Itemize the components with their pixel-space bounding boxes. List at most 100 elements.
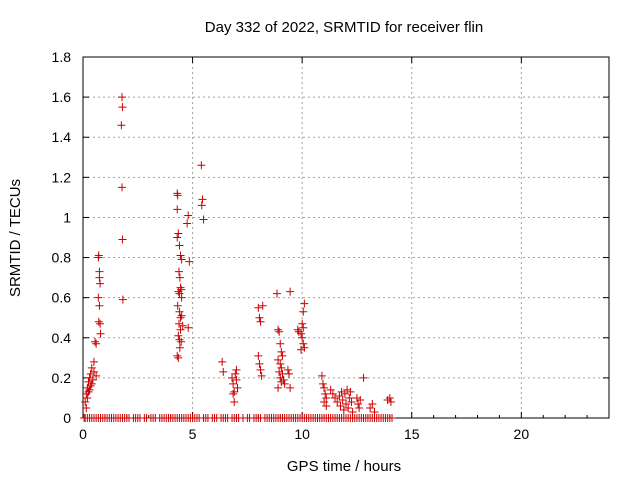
- data-point: [174, 353, 183, 362]
- data-point: [174, 229, 183, 238]
- data-point: [184, 211, 193, 220]
- data-point: [339, 405, 348, 414]
- data-point: [173, 351, 182, 360]
- y-tick-label: 1.4: [52, 129, 72, 145]
- data-point: [320, 383, 329, 392]
- data-point: [328, 389, 337, 398]
- x-axis-label: GPS time / hours: [287, 458, 401, 475]
- data-point: [297, 329, 306, 338]
- data-point: [118, 235, 127, 244]
- data-point: [174, 267, 183, 276]
- data-point: [322, 393, 331, 402]
- data-point: [254, 303, 263, 312]
- data-point: [175, 335, 184, 344]
- data-point: [277, 347, 286, 356]
- x-tick-label: 20: [514, 426, 530, 442]
- data-point: [81, 397, 90, 406]
- y-tick-label: 0.2: [52, 370, 72, 386]
- data-point: [299, 339, 308, 348]
- data-point: [185, 257, 194, 266]
- data-point: [388, 414, 397, 422]
- data-point: [229, 389, 238, 398]
- data-point: [275, 327, 284, 336]
- data-point: [355, 403, 364, 412]
- data-point: [276, 339, 285, 348]
- y-tick-label: 1: [63, 209, 71, 225]
- data-point: [286, 287, 295, 296]
- data-point: [317, 371, 326, 380]
- data-point: [173, 233, 182, 242]
- data-point: [86, 381, 95, 390]
- data-point: [331, 393, 340, 402]
- data-point: [320, 397, 329, 406]
- data-point: [197, 161, 206, 170]
- data-point: [274, 383, 283, 392]
- y-tick-label: 0.4: [52, 330, 72, 346]
- data-point: [89, 357, 98, 366]
- data-point: [368, 399, 377, 408]
- data-point: [298, 319, 307, 328]
- data-point: [174, 287, 183, 296]
- y-tick-label: 1.2: [52, 169, 72, 185]
- data-point: [321, 389, 330, 398]
- data-point: [345, 393, 354, 402]
- data-point: [84, 377, 93, 386]
- x-tick-label: 5: [189, 426, 197, 442]
- data-point: [85, 373, 94, 382]
- data-point: [297, 345, 306, 354]
- data-point: [174, 331, 183, 340]
- data-point: [346, 387, 355, 396]
- data-point: [85, 385, 94, 394]
- data-point: [176, 325, 185, 334]
- data-point: [232, 375, 241, 384]
- data-point: [94, 293, 103, 302]
- data-point: [356, 395, 365, 404]
- y-tick-label: 0.8: [52, 250, 72, 266]
- data-point: [94, 251, 103, 260]
- data-point: [175, 289, 184, 298]
- points-layer: [80, 93, 397, 422]
- data-point: [258, 301, 267, 310]
- data-point: [94, 317, 103, 326]
- data-point: [359, 373, 368, 382]
- x-tick-label: 10: [294, 426, 310, 442]
- data-point: [87, 379, 96, 388]
- data-point: [197, 201, 206, 210]
- data-point: [198, 195, 207, 204]
- data-point: [385, 393, 394, 402]
- data-point: [117, 121, 126, 130]
- y-axis-label: SRMTID / TECUs: [7, 179, 24, 297]
- data-point: [256, 317, 265, 326]
- data-point: [173, 191, 182, 200]
- data-point: [118, 183, 127, 192]
- data-point: [230, 397, 239, 406]
- data-point: [257, 371, 266, 380]
- data-point: [89, 367, 98, 376]
- data-point: [344, 403, 353, 412]
- data-point: [175, 241, 184, 250]
- data-point: [386, 397, 395, 406]
- data-point: [177, 293, 186, 302]
- data-point: [218, 357, 227, 366]
- data-point: [174, 319, 183, 328]
- data-point: [336, 401, 345, 410]
- data-point: [88, 375, 97, 384]
- data-point: [354, 399, 363, 408]
- data-point: [256, 365, 265, 374]
- data-point: [91, 337, 100, 346]
- chart-title: Day 332 of 2022, SRMTID for receiver fli…: [205, 19, 483, 36]
- data-point: [293, 325, 302, 334]
- data-point: [272, 289, 281, 298]
- data-point: [318, 379, 327, 388]
- data-point: [173, 205, 182, 214]
- data-point: [322, 401, 331, 410]
- data-point: [298, 333, 307, 342]
- data-point: [176, 313, 185, 322]
- data-point: [342, 399, 350, 408]
- data-point: [173, 301, 182, 310]
- grid-layer: [83, 57, 609, 418]
- data-point: [95, 301, 104, 310]
- data-point: [286, 383, 295, 392]
- data-point: [84, 387, 93, 396]
